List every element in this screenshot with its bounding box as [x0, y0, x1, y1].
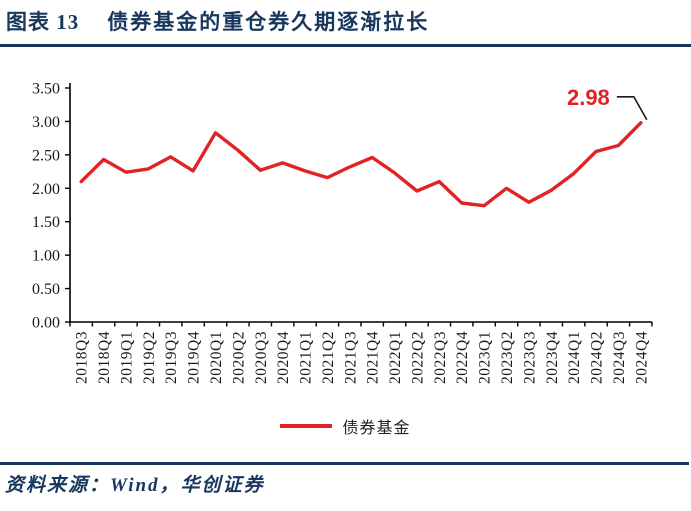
y-tick-label: 0.00 — [32, 315, 60, 332]
x-tick-label: 2024Q1 — [566, 331, 583, 384]
x-tick-label: 2018Q3 — [74, 331, 91, 384]
x-tick-label: 2021Q1 — [298, 331, 315, 384]
figure-title: 债券基金的重仓券久期逐渐拉长 — [107, 10, 430, 34]
x-tick-label: 2023Q3 — [521, 331, 538, 384]
x-tick-label: 2020Q4 — [275, 331, 292, 384]
y-tick-label: 3.50 — [32, 81, 60, 98]
x-tick-label: 2019Q2 — [141, 331, 158, 384]
y-tick-label: 0.50 — [32, 281, 60, 298]
x-tick-label: 2022Q4 — [454, 331, 471, 384]
x-tick-label: 2020Q1 — [208, 331, 225, 384]
x-tick-label: 2022Q1 — [387, 331, 404, 384]
x-tick-label: 2024Q3 — [611, 331, 628, 384]
y-tick-label: 3.00 — [32, 114, 60, 131]
x-tick-label: 2021Q2 — [320, 331, 337, 384]
x-tick-label: 2022Q2 — [409, 331, 426, 384]
line-chart: 0.00 0.50 1.00 1.50 2.00 2.50 3.00 3.50 2018Q3 20… — [32, 81, 653, 384]
x-tick-label: 2019Q1 — [118, 331, 135, 384]
y-tick-label: 2.50 — [32, 147, 60, 164]
legend-line-swatch — [280, 424, 333, 428]
x-tick-label: 2024Q2 — [589, 331, 606, 384]
figure-header: 图表 13 债券基金的重仓券久期逐渐拉长 — [6, 6, 429, 36]
x-tick-label: 2019Q4 — [186, 331, 203, 384]
x-tick-label: 2022Q3 — [432, 331, 449, 384]
x-tick-label: 2024Q4 — [633, 331, 650, 384]
x-tick-label: 2020Q3 — [253, 331, 270, 384]
title-divider — [0, 44, 691, 47]
x-tick-label: 2023Q1 — [477, 331, 494, 384]
x-tick-label: 2018Q4 — [96, 331, 113, 384]
y-tick-label: 1.00 — [32, 248, 60, 265]
chart-legend: 债券基金 — [0, 414, 691, 438]
x-tick-label: 2021Q4 — [365, 331, 382, 384]
annotation-callout-line — [616, 95, 648, 121]
legend-series-label: 债券基金 — [342, 420, 411, 437]
x-tick-label: 2019Q3 — [163, 331, 180, 384]
footer-divider — [0, 462, 689, 465]
x-tick-label: 2021Q3 — [342, 331, 359, 384]
y-tick-label: 2.00 — [32, 181, 60, 198]
source-note: 资料来源：Wind，华创证券 — [5, 475, 265, 496]
x-tick-label: 2023Q4 — [544, 331, 561, 384]
annotation-value-label: 2.98 — [567, 85, 610, 110]
series-line — [79, 121, 643, 208]
x-tick-label: 2023Q2 — [499, 331, 516, 384]
figure-number: 图表 13 — [6, 10, 80, 34]
x-tick-label: 2020Q2 — [230, 331, 247, 384]
y-tick-label: 1.50 — [32, 214, 60, 231]
